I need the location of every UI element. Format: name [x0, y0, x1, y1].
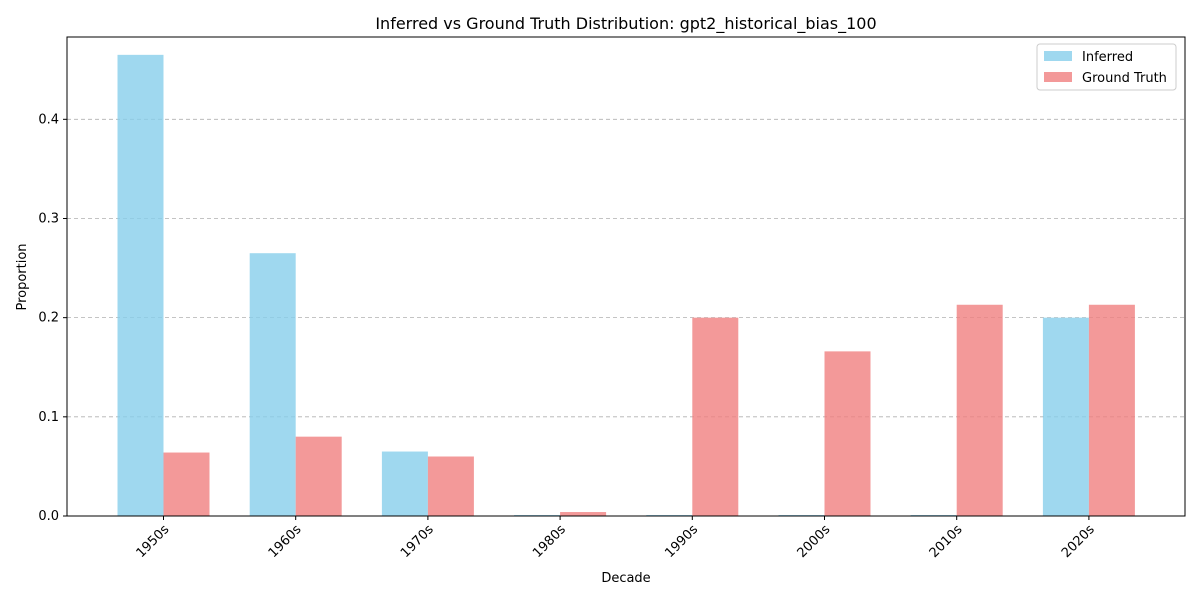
x-tick-label: 2000s — [795, 522, 834, 561]
bar-inferred — [249, 253, 296, 516]
legend-swatch-ground-truth — [1044, 72, 1072, 82]
legend-label-ground-truth: Ground Truth — [1082, 71, 1167, 86]
x-tick-label: 1950s — [134, 522, 173, 561]
bar-ground-truth — [560, 512, 607, 516]
legend-swatch-inferred — [1044, 51, 1072, 61]
bar-ground-truth — [427, 456, 474, 516]
bars — [117, 54, 1135, 517]
legend: Inferred Ground Truth — [1036, 43, 1177, 91]
chart-title: Inferred vs Ground Truth Distribution: g… — [375, 14, 876, 34]
x-tick-label: 2010s — [927, 522, 966, 561]
y-axis-ticks: 0.0 0.1 0.2 0.3 0.4 — [38, 112, 67, 524]
bar-ground-truth — [295, 436, 342, 516]
bar-inferred — [117, 54, 164, 517]
y-tick-label: 0.0 — [38, 509, 59, 524]
x-tick-label: 1970s — [398, 522, 437, 561]
bar-ground-truth — [956, 304, 1003, 516]
y-tick-label: 0.4 — [38, 112, 59, 127]
x-tick-label: 2020s — [1059, 522, 1098, 561]
bar-ground-truth — [692, 317, 739, 516]
x-tick-label: 1980s — [530, 522, 569, 561]
y-tick-label: 0.1 — [38, 410, 59, 425]
y-axis-label: Proportion — [15, 243, 30, 310]
grid-lines — [67, 118, 1185, 418]
bar-ground-truth — [163, 452, 210, 516]
x-axis-label: Decade — [601, 571, 650, 586]
bar-inferred — [381, 451, 428, 516]
legend-label-inferred: Inferred — [1082, 50, 1133, 65]
y-tick-label: 0.2 — [38, 311, 59, 326]
bar-ground-truth — [1088, 304, 1135, 516]
bar-inferred — [1042, 317, 1089, 516]
x-tick-label: 1990s — [662, 522, 701, 561]
x-axis-ticks: 1950s 1960s 1970s 1980s 1990s 2000s 2010s 2020s — [134, 516, 1098, 561]
x-tick-label: 1960s — [266, 522, 305, 561]
plot-frame — [66, 36, 1186, 517]
y-tick-label: 0.3 — [38, 211, 59, 226]
bar-ground-truth — [824, 351, 871, 516]
